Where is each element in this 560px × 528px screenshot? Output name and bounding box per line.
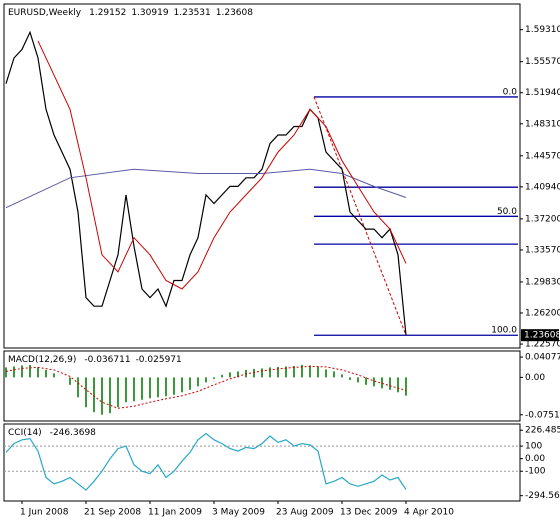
fib-label: 50.0: [497, 207, 517, 217]
current-price-box: [521, 329, 559, 342]
header-value: 1.30919: [131, 8, 168, 18]
current-price-label: 1.23608: [524, 331, 560, 341]
x-tick-label: 4 Apr 2010: [404, 508, 454, 518]
indicator-name: MACD(12,26,9): [8, 355, 76, 365]
fib-label: 100.0: [491, 326, 517, 336]
panel-frame: [3, 350, 521, 422]
indicator-name: EURUSD,Weekly: [8, 8, 82, 18]
indicator-name: CCI(14): [8, 428, 42, 438]
y-tick-label: 1.22570: [525, 340, 560, 350]
panel-frame: [3, 423, 521, 502]
fib-label: 0.0: [503, 87, 518, 97]
y-tick-label: -100: [525, 467, 546, 477]
price-line: [5, 30, 407, 336]
header-value: 1.23608: [216, 8, 253, 18]
trendline: [313, 96, 407, 336]
moving-average: [5, 168, 407, 209]
panel-header: CCI(14) -246.3698: [8, 428, 96, 438]
y-tick-label: 1.26200: [525, 309, 560, 319]
y-tick-label: 1.55570: [525, 57, 560, 67]
header-value: -0.025971: [136, 355, 182, 365]
panel-frame: [3, 3, 521, 349]
panel-header: MACD(12,26,9) -0.036711 -0.025971: [8, 355, 182, 365]
x-tick-label: 1 Jun 2008: [20, 508, 69, 518]
y-tick-label: 0.00: [525, 373, 545, 383]
x-tick-label: 3 May 2009: [212, 508, 265, 518]
y-tick-label: 1.48310: [525, 119, 560, 129]
x-tick-label: 21 Sep 2008: [84, 508, 141, 518]
x-tick-label: 23 Aug 2009: [276, 508, 334, 518]
y-tick-label: 100: [525, 442, 542, 452]
header-value: 1.23531: [174, 8, 211, 18]
x-tick-label: 11 Jan 2009: [148, 508, 202, 518]
y-tick-label: 1.59310: [525, 25, 560, 35]
y-tick-label: 1.44570: [525, 151, 560, 161]
cci-line: [5, 432, 407, 491]
y-tick-label: 1.29830: [525, 277, 560, 287]
panel-header: EURUSD,Weekly 1.29152 1.30919 1.23531 1.2360…: [8, 8, 253, 18]
y-tick-label: 0.00: [525, 454, 545, 464]
header-value: -246.3698: [50, 428, 96, 438]
x-tick-label: 13 Dec 2009: [340, 508, 398, 518]
y-tick-label: -294.569: [525, 491, 560, 501]
y-tick-label: 1.40940: [525, 182, 560, 192]
header-value: 1.29152: [89, 8, 126, 18]
y-tick-label: 0.040773: [525, 353, 560, 363]
y-tick-label: -0.07517: [525, 410, 560, 420]
macd-signal: [5, 365, 407, 409]
y-tick-label: 1.33570: [525, 245, 560, 255]
y-tick-label: 1.37200: [525, 214, 560, 224]
y-tick-label: 226.485: [525, 426, 560, 436]
moving-average: [37, 40, 407, 290]
y-tick-label: 1.51940: [525, 88, 560, 98]
header-value: -0.036711: [84, 355, 130, 365]
